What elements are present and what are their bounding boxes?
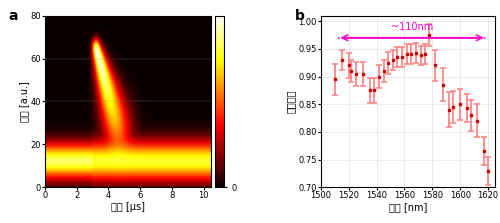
Text: b: b xyxy=(294,9,304,23)
Y-axis label: 電圧 [a.u.]: 電圧 [a.u.] xyxy=(19,81,29,122)
Text: a: a xyxy=(8,9,18,23)
X-axis label: 時間 [μs]: 時間 [μs] xyxy=(111,202,145,212)
Text: ~110nm: ~110nm xyxy=(391,22,433,32)
X-axis label: 波長 [nm]: 波長 [nm] xyxy=(388,202,427,212)
Y-axis label: 検出効率: 検出効率 xyxy=(286,90,296,113)
